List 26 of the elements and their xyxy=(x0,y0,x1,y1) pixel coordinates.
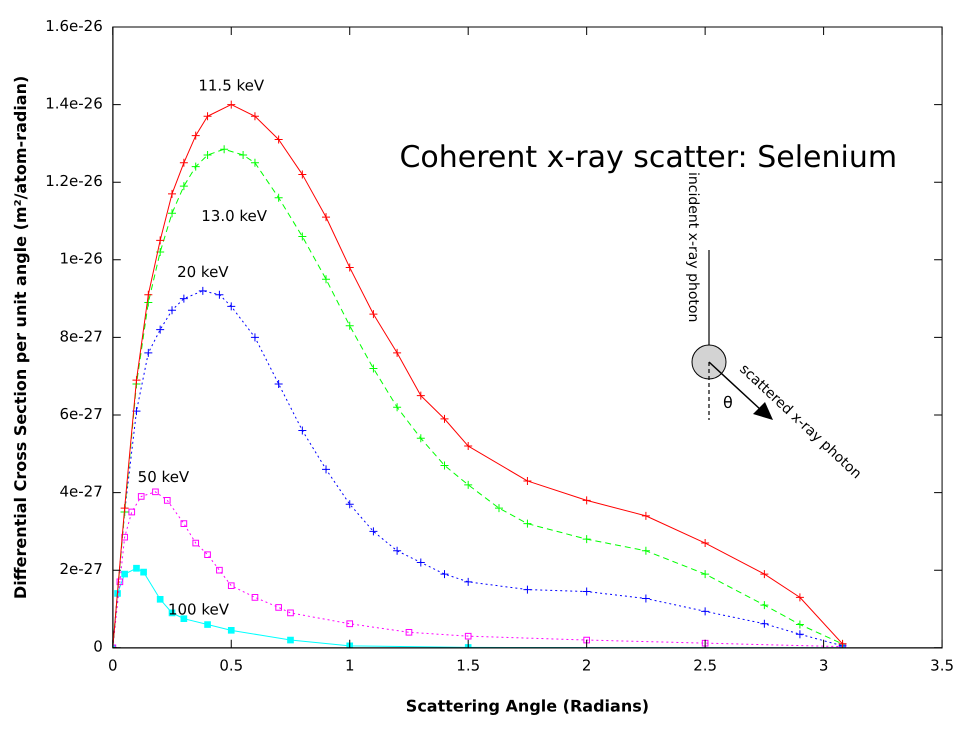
annotation: incident x-ray photon xyxy=(685,172,701,322)
x-tick-label: 0 xyxy=(108,656,118,675)
x-tick-label: 1 xyxy=(344,656,354,675)
x-tick-label: 3.5 xyxy=(930,656,954,675)
y-tick-label: 4e-27 xyxy=(60,482,103,500)
series-label: 11.5 keV xyxy=(198,76,265,95)
x-tick-label: 2.5 xyxy=(693,656,718,675)
y-tick-label: 0 xyxy=(93,638,103,656)
y-tick-label: 6e-27 xyxy=(60,404,103,423)
annotation: θ xyxy=(723,393,733,412)
y-tick-label: 1.2e-26 xyxy=(45,172,103,190)
x-tick-label: 3 xyxy=(818,656,828,675)
series-label: 100 keV xyxy=(168,600,230,618)
series-label: 13.0 keV xyxy=(201,207,268,226)
series-label: 20 keV xyxy=(177,262,230,281)
y-tick-label: 1e-26 xyxy=(60,250,103,268)
x-axis-title: Scattering Angle (Radians) xyxy=(406,696,650,716)
series-label: 50 keV xyxy=(138,468,190,486)
x-tick-label: 1.5 xyxy=(456,656,480,675)
y-axis-title: Differential Cross Section per unit angle (m²/atom-radian) xyxy=(10,76,30,600)
y-tick-label: 8e-27 xyxy=(60,327,103,346)
y-tick-label: 2e-27 xyxy=(60,560,103,578)
y-tick-label: 1.4e-26 xyxy=(45,94,103,112)
x-tick-label: 0.5 xyxy=(219,656,244,675)
y-tick-label: 1.6e-26 xyxy=(45,16,103,35)
x-tick-label: 2 xyxy=(582,656,592,675)
